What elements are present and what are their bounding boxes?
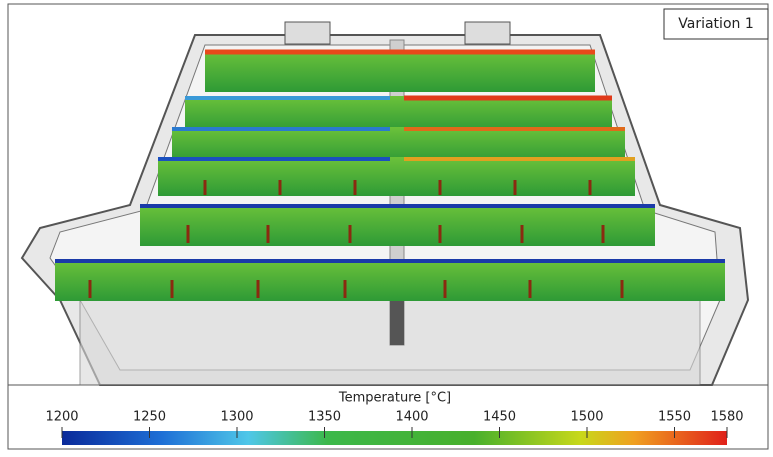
tick-label: 1200 — [45, 410, 78, 425]
page: Variation 1 Temperature [°C] 1200 1250 130… — [0, 0, 773, 453]
colorbar-title: Temperature [°C] — [338, 391, 451, 406]
tick-label: 1550 — [658, 410, 691, 425]
tick-label: 1580 — [710, 410, 743, 425]
tick-label: 1450 — [483, 410, 516, 425]
tick-label: 1350 — [308, 410, 341, 425]
tick-label: 1300 — [220, 410, 253, 425]
tick-label: 1500 — [570, 410, 603, 425]
colorbar — [62, 431, 727, 445]
tick-label: 1250 — [133, 410, 166, 425]
tick-label: 1400 — [395, 410, 428, 425]
variation-label: Variation 1 — [678, 16, 753, 32]
